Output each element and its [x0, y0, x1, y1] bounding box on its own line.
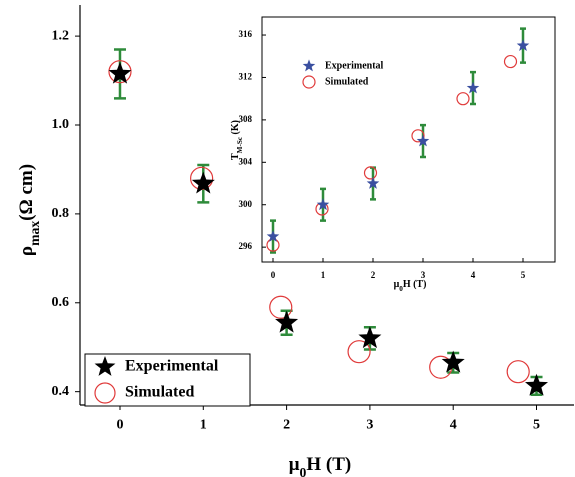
y-tick-label: 0.8: [52, 206, 70, 221]
axis-label: TM-Sc (K): [230, 120, 243, 160]
y-tick-label: 304: [239, 156, 253, 166]
legend-label: Experimental: [125, 358, 219, 375]
circle-marker: [347, 340, 371, 364]
x-tick-label: 4: [450, 418, 457, 433]
x-tick-label: 0: [271, 270, 276, 280]
legend-box: [84, 353, 251, 407]
plot-frame: [261, 16, 556, 263]
x-tick-label: 2: [371, 270, 376, 280]
x-tick-label: 5: [533, 418, 540, 433]
x-tick-label: 5: [521, 270, 526, 280]
star-marker: [358, 326, 382, 349]
star-marker: [466, 81, 480, 94]
star-marker: [266, 229, 280, 242]
x-tick-label: 1: [321, 270, 326, 280]
x-tick-label: 2: [283, 418, 290, 433]
circle-marker: [302, 75, 316, 89]
x-tick-label: 3: [366, 418, 373, 433]
axis-label-part: (K): [230, 120, 241, 137]
axis-label: ρmax(Ω cm): [16, 164, 41, 256]
star-marker: [302, 59, 316, 72]
star-marker: [94, 356, 116, 376]
x-tick-label: 0: [116, 418, 123, 433]
circle-marker: [503, 54, 518, 69]
axis-label-part: H (T): [403, 279, 427, 290]
star-marker: [366, 176, 380, 189]
axis-label-part: H (T): [306, 454, 351, 475]
axis-label-part: T: [230, 153, 241, 160]
y-tick-label: 316: [239, 29, 253, 39]
circle-marker: [411, 129, 425, 143]
axis-label-part: μ: [394, 279, 400, 290]
x-tick-label: 1: [200, 418, 207, 433]
circle-marker: [108, 60, 132, 84]
axis-label-part: M-Sc: [236, 136, 244, 153]
star-marker: [416, 134, 430, 147]
star-marker: [441, 350, 465, 373]
y-tick-label: 1.0: [52, 117, 70, 132]
axis-label: μ0H (T): [394, 279, 427, 292]
x-tick-label: 4: [471, 270, 476, 280]
y-tick-label: 296: [239, 241, 253, 251]
star-marker: [525, 373, 549, 396]
y-tick-label: 0.4: [52, 384, 70, 399]
axis-label-part: ρ: [16, 246, 37, 256]
y-tick-label: 0.6: [52, 295, 70, 310]
y-tick-label: 300: [239, 199, 253, 209]
axis-label-part: 0: [399, 285, 403, 293]
star-marker: [316, 198, 330, 211]
star-marker: [108, 61, 132, 84]
circle-marker: [363, 166, 378, 180]
star-marker: [275, 310, 299, 333]
y-tick-label: 308: [239, 114, 253, 124]
axis-label-part: max: [27, 221, 42, 246]
star-marker: [191, 171, 215, 194]
axis-label: μ0H (T): [289, 454, 351, 477]
circle-marker: [269, 295, 293, 319]
legend-label: Simulated: [325, 76, 369, 87]
axis-label-part: (Ω cm): [16, 164, 37, 221]
y-tick-label: 312: [239, 72, 253, 82]
legend-label: Simulated: [125, 384, 194, 401]
axis-label-part: μ: [289, 454, 300, 475]
y-tick-label: 1.2: [52, 28, 70, 43]
x-tick-label: 3: [421, 270, 426, 280]
circle-marker: [456, 92, 470, 106]
star-marker: [516, 39, 530, 51]
axis-label-part: 0: [300, 465, 307, 477]
circle-marker: [94, 382, 116, 404]
circle-marker: [506, 360, 530, 384]
legend-label: Experimental: [325, 60, 384, 71]
